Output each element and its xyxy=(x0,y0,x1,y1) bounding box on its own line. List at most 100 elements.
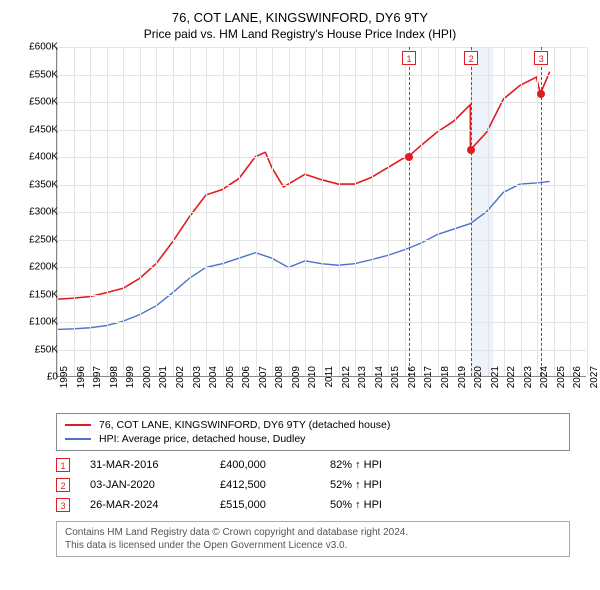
legend-swatch xyxy=(65,424,91,426)
x-axis-label: 2016 xyxy=(407,366,418,396)
event-pct: 50% ↑ HPI xyxy=(330,499,382,511)
marker-number-icon: 3 xyxy=(534,51,548,65)
x-axis-label: 2023 xyxy=(523,366,534,396)
series-line xyxy=(57,181,550,329)
event-price: £515,000 xyxy=(220,499,330,511)
events-table: 1 31-MAR-2016 £400,000 82% ↑ HPI 2 03-JA… xyxy=(56,455,570,515)
y-axis-label: £0 xyxy=(10,372,58,383)
gridline-v xyxy=(521,47,522,376)
x-axis-label: 2026 xyxy=(572,366,583,396)
x-axis-label: 2025 xyxy=(556,366,567,396)
x-axis-label: 2005 xyxy=(225,366,236,396)
marker-line xyxy=(409,47,410,376)
legend-item: 76, COT LANE, KINGSWINFORD, DY6 9TY (det… xyxy=(65,418,561,432)
footer-line: Contains HM Land Registry data © Crown c… xyxy=(65,526,561,539)
event-row: 3 26-MAR-2024 £515,000 50% ↑ HPI xyxy=(56,495,570,515)
x-axis-label: 1998 xyxy=(109,366,120,396)
gridline-v xyxy=(173,47,174,376)
gridline-v xyxy=(305,47,306,376)
chart-title: 76, COT LANE, KINGSWINFORD, DY6 9TY xyxy=(0,0,600,25)
x-axis-label: 2011 xyxy=(324,366,335,396)
gridline-v xyxy=(206,47,207,376)
x-axis-label: 2020 xyxy=(473,366,484,396)
gridline-v xyxy=(322,47,323,376)
gridline-v xyxy=(239,47,240,376)
gridline-v xyxy=(421,47,422,376)
gridline-v xyxy=(355,47,356,376)
y-axis-label: £450K xyxy=(10,124,58,135)
gridline-v xyxy=(455,47,456,376)
x-axis-label: 2012 xyxy=(341,366,352,396)
data-point xyxy=(467,146,475,154)
x-axis-label: 1997 xyxy=(92,366,103,396)
gridline-v xyxy=(488,47,489,376)
y-axis-label: £250K xyxy=(10,234,58,245)
x-axis-label: 2001 xyxy=(158,366,169,396)
x-axis-label: 2027 xyxy=(589,366,600,396)
gridline-v xyxy=(107,47,108,376)
x-axis-label: 2019 xyxy=(457,366,468,396)
event-row: 2 03-JAN-2020 £412,500 52% ↑ HPI xyxy=(56,475,570,495)
y-axis-label: £50K xyxy=(10,344,58,355)
gridline-v xyxy=(289,47,290,376)
marker-number-icon: 2 xyxy=(464,51,478,65)
gridline-v xyxy=(256,47,257,376)
y-axis-label: £200K xyxy=(10,262,58,273)
gridline-v xyxy=(587,47,588,376)
x-axis-label: 2002 xyxy=(175,366,186,396)
x-axis-label: 2009 xyxy=(291,366,302,396)
event-date: 03-JAN-2020 xyxy=(90,479,220,491)
event-price: £412,500 xyxy=(220,479,330,491)
marker-number-icon: 1 xyxy=(402,51,416,65)
x-axis-label: 1999 xyxy=(125,366,136,396)
x-axis-label: 2014 xyxy=(374,366,385,396)
event-price: £400,000 xyxy=(220,459,330,471)
x-axis-label: 2024 xyxy=(539,366,550,396)
chart-area: 123 £0£50K£100K£150K£200K£250K£300K£350K… xyxy=(8,47,593,407)
x-axis-label: 2007 xyxy=(258,366,269,396)
gridline-v xyxy=(190,47,191,376)
gridline-v xyxy=(156,47,157,376)
y-axis-label: £500K xyxy=(10,97,58,108)
x-axis-label: 2010 xyxy=(307,366,318,396)
legend: 76, COT LANE, KINGSWINFORD, DY6 9TY (det… xyxy=(56,413,570,451)
x-axis-label: 2004 xyxy=(208,366,219,396)
event-row: 1 31-MAR-2016 £400,000 82% ↑ HPI xyxy=(56,455,570,475)
event-pct: 52% ↑ HPI xyxy=(330,479,382,491)
x-axis-label: 1996 xyxy=(76,366,87,396)
marker-line xyxy=(471,47,472,376)
legend-label: HPI: Average price, detached house, Dudl… xyxy=(99,433,305,445)
gridline-v xyxy=(90,47,91,376)
gridline-v xyxy=(272,47,273,376)
y-axis-label: £550K xyxy=(10,69,58,80)
x-axis-label: 1995 xyxy=(59,366,70,396)
event-marker-icon: 2 xyxy=(56,478,70,492)
legend-item: HPI: Average price, detached house, Dudl… xyxy=(65,432,561,446)
data-point xyxy=(537,90,545,98)
x-axis-label: 2022 xyxy=(506,366,517,396)
x-axis-label: 2006 xyxy=(241,366,252,396)
y-axis-label: £350K xyxy=(10,179,58,190)
chart-subtitle: Price paid vs. HM Land Registry's House … xyxy=(0,25,600,47)
gridline-v xyxy=(405,47,406,376)
footer-line: This data is licensed under the Open Gov… xyxy=(65,539,561,552)
x-axis-label: 2015 xyxy=(390,366,401,396)
event-marker-icon: 3 xyxy=(56,498,70,512)
legend-swatch xyxy=(65,438,91,440)
gridline-v xyxy=(504,47,505,376)
y-axis-label: £300K xyxy=(10,207,58,218)
y-axis-label: £400K xyxy=(10,152,58,163)
y-axis-label: £150K xyxy=(10,289,58,300)
gridline-v xyxy=(140,47,141,376)
gridline-v xyxy=(339,47,340,376)
x-axis-label: 2017 xyxy=(423,366,434,396)
event-date: 26-MAR-2024 xyxy=(90,499,220,511)
x-axis-label: 2003 xyxy=(192,366,203,396)
x-axis-label: 2018 xyxy=(440,366,451,396)
x-axis-label: 2008 xyxy=(274,366,285,396)
gridline-v xyxy=(438,47,439,376)
x-axis-label: 2021 xyxy=(490,366,501,396)
license-footer: Contains HM Land Registry data © Crown c… xyxy=(56,521,570,557)
event-pct: 82% ↑ HPI xyxy=(330,459,382,471)
gridline-v xyxy=(123,47,124,376)
